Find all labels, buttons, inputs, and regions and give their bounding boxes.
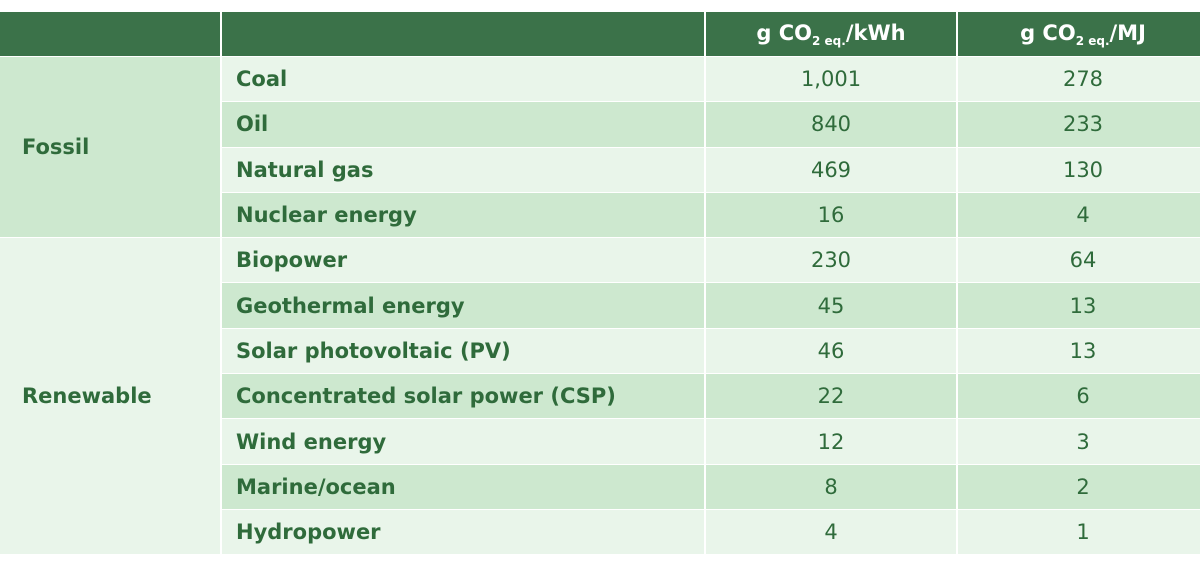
emission-value: 4 [958, 192, 1200, 238]
header-text: g CO [1020, 20, 1076, 45]
header-cell: g CO2 eq./MJ [958, 12, 1200, 56]
source-name: Biopower [222, 238, 704, 283]
emission-value: 8 [706, 464, 956, 509]
source-name: Geothermal energy [222, 283, 704, 328]
table-body: Fossil Coal 1,001 278 Oil 840 233 Natural gas 46… [0, 57, 1200, 555]
source-name: Concentrated solar power (CSP) [222, 374, 704, 419]
emission-value: 1,001 [706, 57, 956, 102]
table-row: Marine/ocean 8 2 [0, 464, 1200, 509]
emissions-table: g CO2 eq./kWh g CO2 eq./MJ Fossil Coal 1,0… [0, 11, 1200, 555]
emission-value: 6 [958, 374, 1200, 419]
emission-value: 45 [706, 283, 956, 328]
source-name: Solar photovoltaic (PV) [222, 328, 704, 374]
emission-value: 1 [958, 509, 1200, 555]
header-text: /MJ [1109, 20, 1146, 45]
header-cell [0, 12, 220, 56]
source-name: Nuclear energy [222, 192, 704, 238]
emission-value: 3 [958, 419, 1200, 464]
emission-value: 840 [706, 102, 956, 147]
source-name: Coal [222, 57, 704, 102]
table-row: Solar photovoltaic (PV) 46 13 [0, 328, 1200, 374]
emission-value: 278 [958, 57, 1200, 102]
table-row: Hydropower 4 1 [0, 509, 1200, 555]
source-name: Wind energy [222, 419, 704, 464]
table-row: Fossil Coal 1,001 278 [0, 57, 1200, 238]
source-name: Marine/ocean [222, 464, 704, 509]
group-label: Renewable [0, 238, 220, 555]
emission-value: 46 [706, 328, 956, 374]
header-cell: g CO2 eq./kWh [706, 12, 956, 56]
table-row: Geothermal energy 45 13 [0, 283, 1200, 328]
emission-value: 469 [706, 147, 956, 192]
source-name: Natural gas [222, 147, 704, 192]
emission-value: 64 [958, 238, 1200, 283]
emission-value: 22 [706, 374, 956, 419]
source-name: Hydropower [222, 509, 704, 555]
emission-value: 16 [706, 192, 956, 238]
header-subscript: 2 eq. [1075, 33, 1110, 48]
table-row: Wind energy 12 3 [0, 419, 1200, 464]
source-name: Oil [222, 102, 704, 147]
emission-value: 12 [706, 419, 956, 464]
emission-value: 2 [958, 464, 1200, 509]
header-subscript: 2 eq. [812, 33, 846, 48]
table-row: Concentrated solar power (CSP) 22 6 [0, 374, 1200, 419]
emission-value: 13 [958, 328, 1200, 374]
emission-value: 233 [958, 102, 1200, 147]
table-row: Renewable Biopower 230 64 [0, 238, 1200, 555]
emission-value: 4 [706, 509, 956, 555]
table-row: Natural gas 469 130 [0, 147, 1200, 192]
table-row: Nuclear energy 16 4 [0, 192, 1200, 238]
emission-value: 13 [958, 283, 1200, 328]
emission-value: 130 [958, 147, 1200, 192]
header-row: g CO2 eq./kWh g CO2 eq./MJ [0, 12, 1200, 56]
header-text: /kWh [845, 20, 906, 45]
header-text: g CO [756, 20, 813, 45]
group-label: Fossil [0, 57, 220, 238]
emission-value: 230 [706, 238, 956, 283]
table-row: Oil 840 233 [0, 102, 1200, 147]
header-cell [222, 12, 704, 56]
